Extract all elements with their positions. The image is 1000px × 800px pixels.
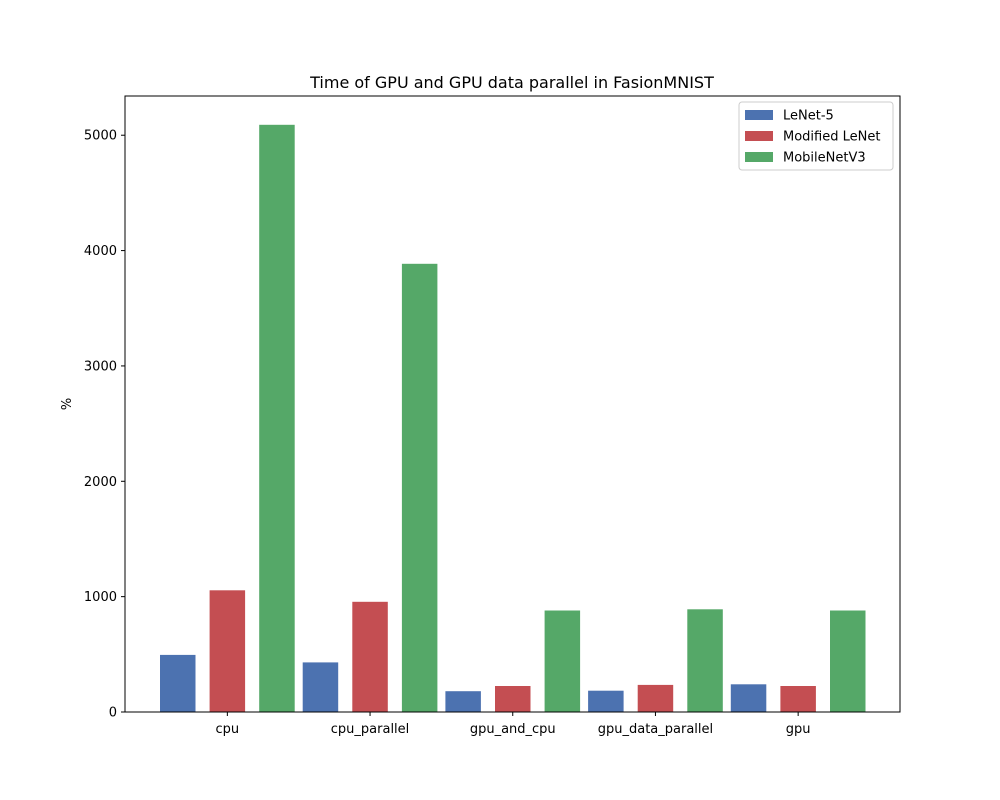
legend-swatch — [745, 152, 773, 162]
bar — [209, 590, 246, 712]
bar — [302, 662, 339, 712]
y-axis-label: % — [60, 398, 75, 410]
legend-swatch — [745, 110, 773, 120]
y-ticks: 0 1000 2000 3000 4000 5000 — [84, 129, 125, 721]
bar — [352, 601, 388, 712]
x-ticks: cpu cpu_parallel gpu_and_cpu gpu_data_paral… — [216, 712, 811, 737]
legend: LeNet-5 Modified LeNet MobileNetV3 — [738, 101, 894, 171]
bar — [637, 684, 674, 712]
bars-group — [160, 124, 866, 713]
legend-swatch — [745, 131, 773, 141]
bar — [830, 610, 866, 712]
bar — [544, 610, 581, 712]
chart-title: Time of GPU and GPU data parallel in Fas… — [309, 73, 714, 92]
legend-label: MobileNetV3 — [783, 151, 866, 166]
y-tick-label: 5000 — [84, 129, 117, 144]
bar — [495, 686, 531, 712]
legend-label: Modified LeNet — [783, 130, 880, 145]
x-tick-label: cpu_parallel — [331, 722, 410, 737]
bar — [588, 690, 624, 712]
x-tick-label: gpu_data_parallel — [598, 722, 713, 737]
x-tick-label: gpu_and_cpu — [470, 722, 556, 737]
bar — [401, 263, 438, 712]
bar — [259, 124, 295, 713]
bar — [445, 691, 481, 712]
bar — [160, 654, 196, 712]
bar — [687, 609, 723, 712]
x-tick-label: cpu — [216, 722, 240, 737]
y-tick-label: 4000 — [84, 244, 117, 259]
legend-frame — [738, 101, 894, 171]
bar — [780, 686, 816, 712]
y-tick-label: 1000 — [84, 590, 117, 605]
y-tick-label: 3000 — [84, 359, 117, 374]
x-tick-label: gpu — [786, 722, 811, 737]
legend-label: LeNet-5 — [783, 109, 834, 124]
bar — [730, 684, 767, 712]
y-tick-label: 2000 — [84, 475, 117, 490]
y-tick-label: 0 — [109, 706, 117, 721]
plot-frame — [124, 95, 901, 713]
